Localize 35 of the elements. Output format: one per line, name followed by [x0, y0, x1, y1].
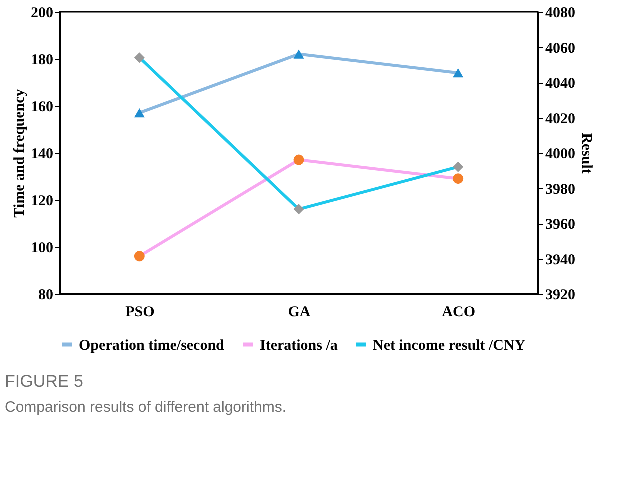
point — [294, 50, 304, 59]
y2-tick-label: 3960 — [546, 217, 576, 233]
y-axis-title: Time and frequency — [12, 88, 28, 218]
point — [294, 204, 304, 215]
point — [294, 154, 304, 166]
legend-label: Net income result /CNY — [373, 338, 526, 354]
y-tick-label: 100 — [31, 240, 54, 256]
point — [134, 108, 145, 118]
point — [453, 162, 464, 172]
y2-tick-label: 4060 — [546, 40, 576, 57]
y-tick-label: 120 — [31, 194, 54, 210]
point — [453, 68, 464, 78]
y2-tick-label: 3980 — [546, 182, 576, 198]
y2-axis-title: Result — [578, 133, 594, 174]
y-tick-label: 200 — [31, 6, 54, 22]
y2-tick-label: 3940 — [546, 252, 576, 268]
point — [134, 52, 145, 64]
y2-tick-label: 4080 — [546, 6, 576, 22]
y-tick-label: 80 — [38, 288, 54, 304]
text: Comparison results of different algorithms. — [5, 399, 287, 416]
point — [453, 174, 464, 184]
x-tick-label: PSO — [126, 304, 155, 320]
legend-label: Iterations /a — [260, 338, 338, 354]
y2-tick-label: 4020 — [546, 111, 576, 128]
caption: FIGURE 5 — [5, 372, 84, 391]
y-tick-label: 160 — [31, 100, 54, 116]
y2-tick-label: 3920 — [546, 288, 576, 304]
y2-tick-label: 4040 — [546, 76, 576, 92]
y2-tick-label: 4000 — [546, 146, 576, 162]
x-tick-label: GA — [288, 304, 311, 320]
x-tick-label: ACO — [442, 304, 476, 320]
y-tick-label: 180 — [31, 52, 54, 68]
y-tick-label: 140 — [31, 146, 54, 162]
point — [134, 251, 145, 262]
legend-label: Operation time/second — [79, 338, 226, 354]
